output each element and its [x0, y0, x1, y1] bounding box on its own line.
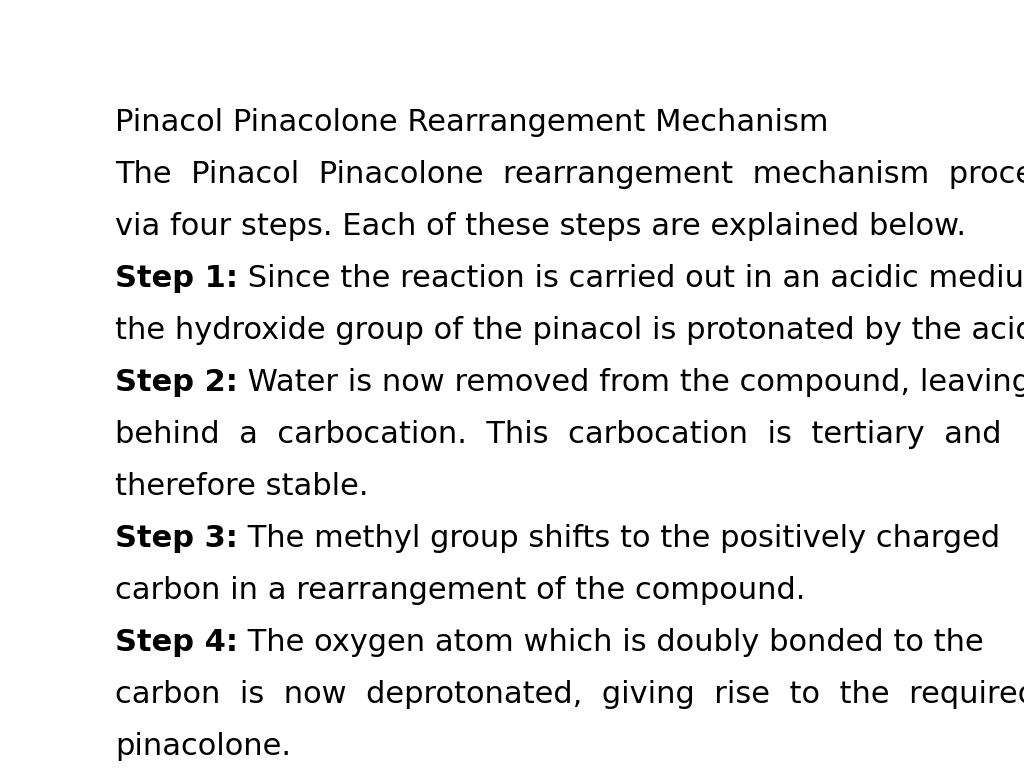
- Text: Step 1:: Step 1:: [115, 264, 238, 293]
- Text: carbon  is  now  deprotonated,  giving  rise  to  the  required: carbon is now deprotonated, giving rise …: [115, 680, 1024, 709]
- Text: the hydroxide group of the pinacol is protonated by the acid.: the hydroxide group of the pinacol is pr…: [115, 316, 1024, 345]
- Text: Water is now removed from the compound, leaving: Water is now removed from the compound, …: [238, 368, 1024, 397]
- Text: Step 3:: Step 3:: [115, 524, 238, 553]
- Text: via four steps. Each of these steps are explained below.: via four steps. Each of these steps are …: [115, 212, 966, 241]
- Text: therefore stable.: therefore stable.: [115, 472, 369, 501]
- Text: carbon in a rearrangement of the compound.: carbon in a rearrangement of the compoun…: [115, 576, 805, 605]
- Text: Since the reaction is carried out in an acidic medium,: Since the reaction is carried out in an …: [238, 264, 1024, 293]
- Text: The  Pinacol  Pinacolone  rearrangement  mechanism  proceeds: The Pinacol Pinacolone rearrangement mec…: [115, 160, 1024, 189]
- Text: The oxygen atom which is doubly bonded to the: The oxygen atom which is doubly bonded t…: [238, 628, 984, 657]
- Text: Step 2:: Step 2:: [115, 368, 238, 397]
- Text: Step 4:: Step 4:: [115, 628, 238, 657]
- Text: pinacolone.: pinacolone.: [115, 732, 291, 761]
- Text: behind  a  carbocation.  This  carbocation  is  tertiary  and: behind a carbocation. This carbocation i…: [115, 420, 1001, 449]
- Text: The methyl group shifts to the positively charged: The methyl group shifts to the positivel…: [238, 524, 1000, 553]
- Text: Pinacol Pinacolone Rearrangement Mechanism: Pinacol Pinacolone Rearrangement Mechani…: [115, 108, 828, 137]
